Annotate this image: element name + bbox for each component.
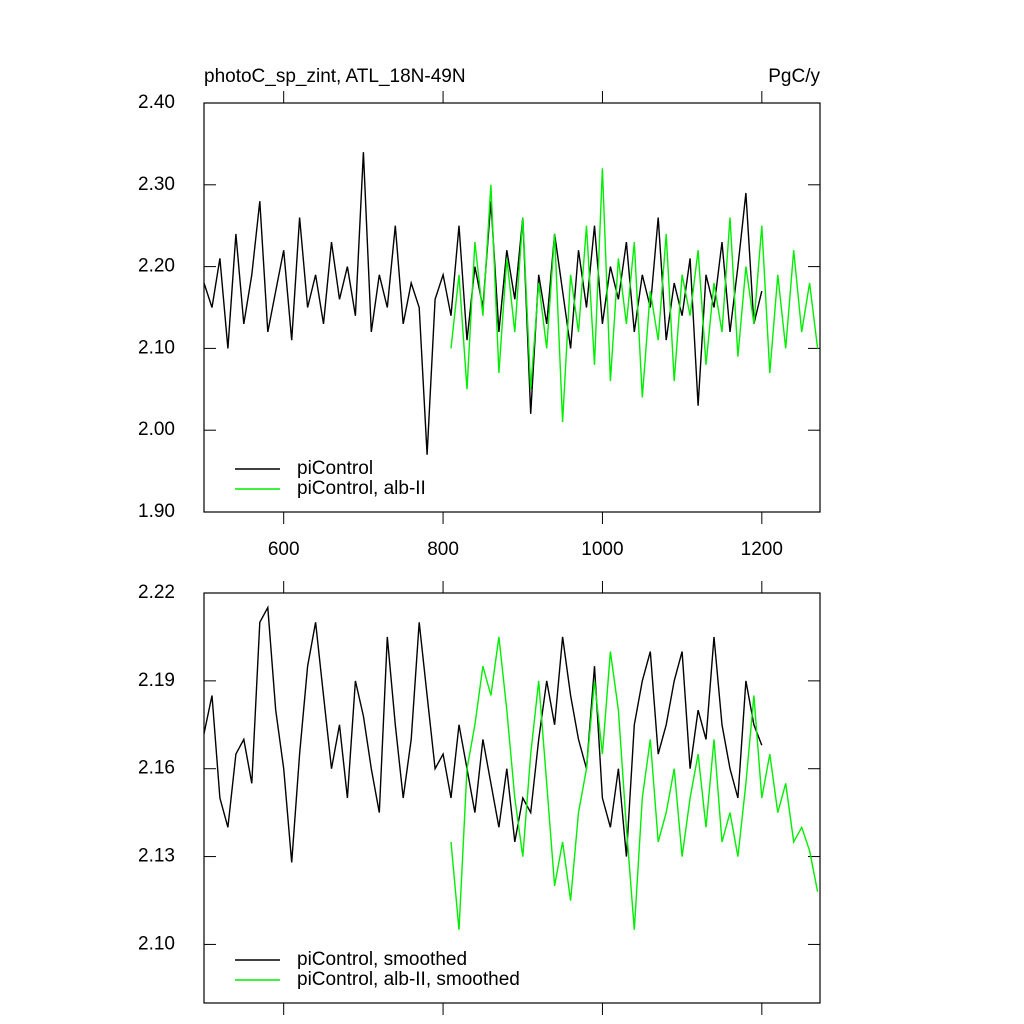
- y-tick-label: 2.10: [138, 933, 175, 954]
- plot-frame: [203, 102, 821, 513]
- y-tick-label: 2.19: [138, 670, 175, 691]
- legend-label: piControl: [297, 458, 373, 479]
- y-tick-label: 1.90: [138, 501, 175, 522]
- series-line: [450, 168, 819, 423]
- x-tick-label: 800: [427, 539, 459, 560]
- units-label: PgC/y: [768, 66, 820, 87]
- y-tick-label: 2.00: [138, 419, 175, 440]
- plot-frame: [203, 592, 821, 1004]
- series-line: [203, 605, 763, 863]
- y-tick-label: 2.13: [138, 846, 175, 867]
- chart-title: photoC_sp_zint, ATL_18N-49N: [204, 66, 466, 87]
- y-tick-label: 2.40: [138, 92, 175, 113]
- x-tick-label: 1000: [581, 539, 623, 560]
- y-tick-label: 2.10: [138, 337, 175, 358]
- legend-label: piControl, smoothed: [297, 949, 467, 970]
- legend-label: piControl, alb-II, smoothed: [297, 969, 520, 990]
- y-tick-label: 2.20: [138, 256, 175, 277]
- y-tick-label: 2.22: [138, 582, 175, 603]
- x-tick-label: 1200: [741, 539, 783, 560]
- y-tick-label: 2.30: [138, 174, 175, 195]
- series-line: [450, 636, 819, 930]
- y-tick-label: 2.16: [138, 758, 175, 779]
- x-tick-label: 600: [268, 539, 300, 560]
- legend-label: piControl, alb-II: [297, 478, 426, 499]
- series-line: [203, 152, 763, 455]
